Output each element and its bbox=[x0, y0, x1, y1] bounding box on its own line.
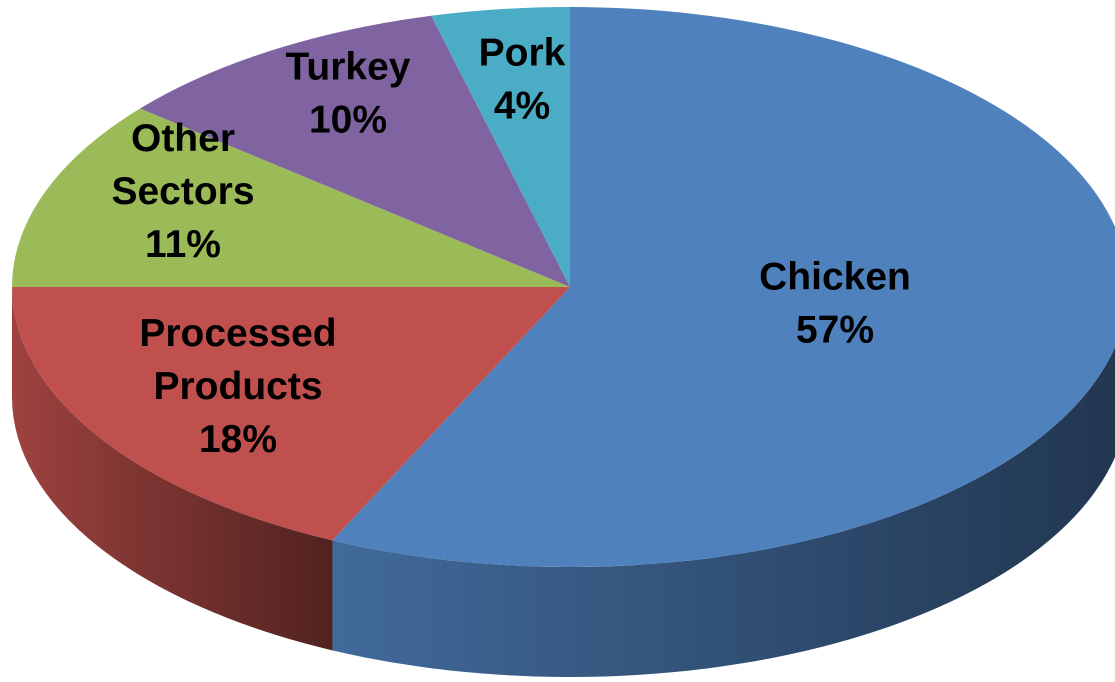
pie-top-faces bbox=[12, 6, 1115, 567]
pie-labels: Chicken 57% Processed Products 18% Other Secto… bbox=[111, 32, 910, 462]
slice-side-processed-products bbox=[12, 287, 333, 651]
slice-value-label-chicken: 57% bbox=[796, 309, 874, 352]
slice-category-label-processed-products: Processed bbox=[139, 312, 336, 355]
slice-value-label-processed-products: 18% bbox=[199, 418, 277, 461]
slice-category-label-processed-products: Products bbox=[153, 365, 322, 408]
slice-category-label-chicken: Chicken bbox=[759, 256, 911, 299]
slice-category-label-other-sectors: Sectors bbox=[111, 170, 254, 213]
slice-category-label-turkey: Turkey bbox=[286, 46, 411, 89]
slice-value-label-pork: 4% bbox=[494, 85, 550, 128]
slice-chicken bbox=[332, 7, 1115, 567]
slice-pork bbox=[431, 6, 570, 287]
slice-other-sectors bbox=[12, 108, 570, 287]
slice-value-label-turkey: 10% bbox=[309, 99, 387, 142]
slice-category-label-pork: Pork bbox=[479, 32, 566, 75]
slice-category-label-other-sectors: Other bbox=[131, 117, 235, 160]
slice-turkey bbox=[140, 15, 571, 287]
pie-side-walls bbox=[12, 287, 1115, 677]
slice-value-label-other-sectors: 11% bbox=[145, 223, 221, 266]
slice-side-chicken bbox=[332, 347, 1115, 677]
slice-processed-products bbox=[12, 287, 570, 541]
